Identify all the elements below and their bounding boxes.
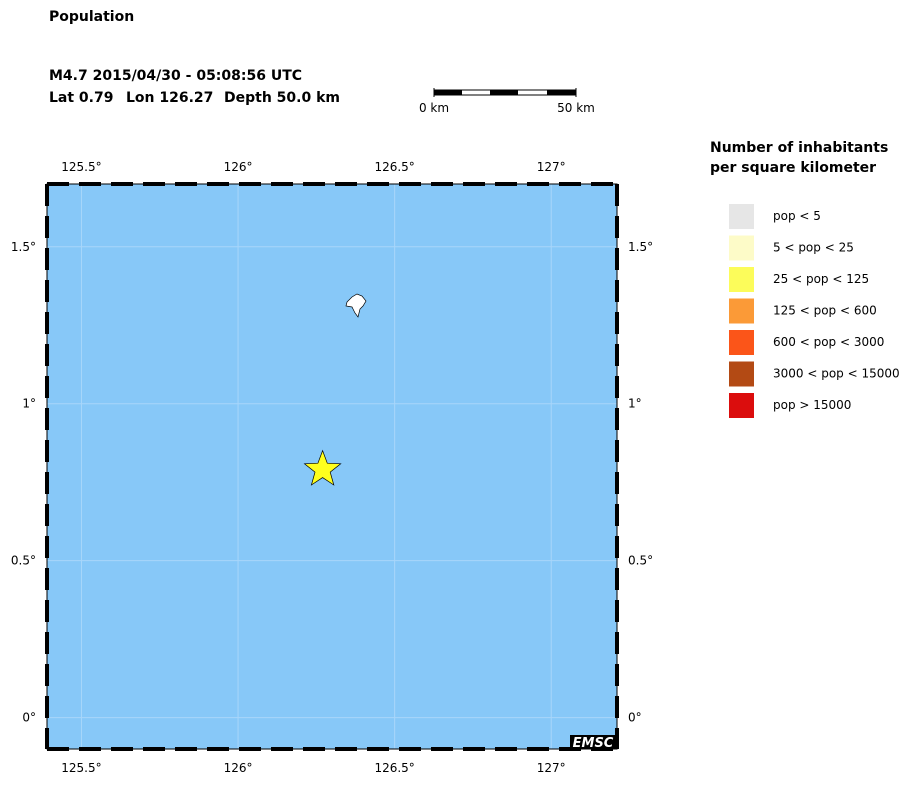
lat-tick-label: 0°: [628, 711, 642, 725]
legend-label: 125 < pop < 600: [773, 304, 877, 318]
lat-tick-label: 0°: [22, 711, 36, 725]
legend-swatch: [729, 361, 754, 387]
scale-start: 0 km: [419, 101, 449, 115]
scale-bar: [433, 88, 577, 97]
legend-swatch: [729, 235, 754, 261]
event-depth: Depth 50.0 km: [224, 90, 340, 106]
legend-swatch: [729, 204, 754, 229]
credit: EMSC: [573, 736, 614, 751]
legend-swatch: [729, 330, 754, 355]
lon-tick-label: 125.5°: [61, 761, 101, 775]
legend-title: Number of inhabitants: [710, 140, 888, 156]
page-title: Population: [49, 9, 134, 25]
legend-label: 25 < pop < 125: [773, 272, 869, 286]
lon-tick-label: 125.5°: [61, 160, 101, 174]
lon-tick-label: 126°: [224, 761, 253, 775]
epicenter: [303, 449, 342, 486]
credit-badge: [570, 735, 617, 749]
lon-tick-label: 126.5°: [374, 761, 414, 775]
lon-tick-label: 126°: [224, 160, 253, 174]
lat-tick-label: 1°: [22, 397, 36, 411]
lat-tick-label: 1.5°: [11, 240, 36, 254]
lon-tick-label: 127°: [537, 160, 566, 174]
legend-swatch: [729, 267, 754, 292]
legend-swatch: [729, 298, 754, 324]
island: [345, 293, 367, 318]
frame: [46, 183, 618, 750]
legend-label: pop > 15000: [773, 398, 851, 412]
lat-tick-label: 0.5°: [11, 554, 36, 568]
legend-title: per square kilometer: [710, 160, 876, 176]
lon-tick-label: 126.5°: [374, 160, 414, 174]
legend-swatch: [729, 393, 754, 418]
lat-tick-label: 1.5°: [628, 240, 653, 254]
event-lon: Lon 126.27: [126, 90, 213, 106]
event-line: M4.7 2015/04/30 - 05:08:56 UTC: [49, 68, 302, 84]
event-lat: Lat 0.79: [49, 90, 113, 106]
lon-tick-label: 127°: [537, 761, 566, 775]
legend-label: 5 < pop < 25: [773, 241, 854, 255]
lat-tick-label: 1°: [628, 397, 642, 411]
lat-tick-label: 0.5°: [628, 554, 653, 568]
legend-label: pop < 5: [773, 209, 821, 223]
map: 125.5° 125.5° 126° 126° 126.5° 126.5° 127° 127°…: [11, 160, 653, 775]
legend: pop < 5 5 < pop < 25 25 < pop < 125 125 < p…: [729, 204, 900, 418]
legend-label: 3000 < pop < 15000: [773, 367, 900, 381]
legend-label: 600 < pop < 3000: [773, 335, 884, 349]
scale-end: 50 km: [557, 101, 595, 115]
